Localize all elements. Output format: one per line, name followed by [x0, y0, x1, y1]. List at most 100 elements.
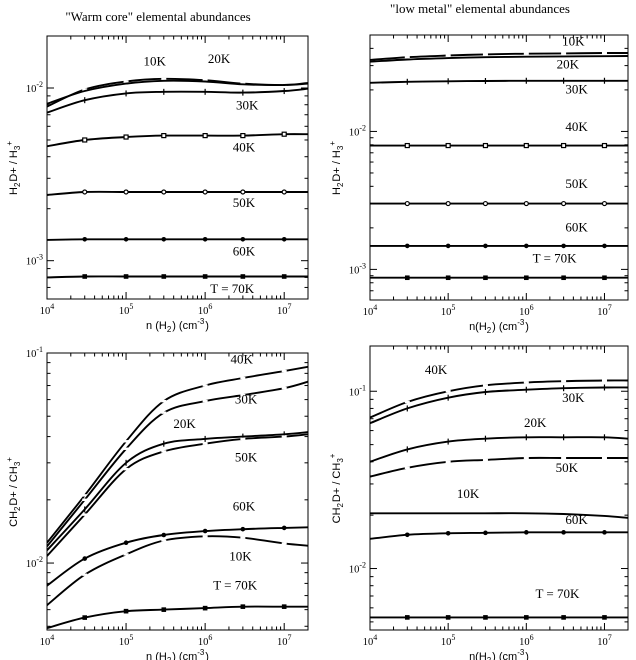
series-line-60k [370, 531, 628, 540]
curve-label: 60K [565, 512, 588, 527]
data-point [602, 530, 607, 535]
data-point [123, 274, 129, 279]
data-point [602, 615, 607, 620]
data-point [82, 189, 88, 195]
curve-label: 60K [233, 244, 256, 259]
data-point [445, 200, 451, 207]
curve-label: 50K [235, 449, 258, 464]
data-point [161, 189, 167, 195]
data-point [404, 532, 410, 538]
curve-label: 30K [235, 391, 258, 406]
curve-label: 10K [143, 53, 166, 68]
series-line-20k [47, 79, 308, 105]
curve-label: 30K [236, 98, 259, 113]
data-point [123, 134, 129, 140]
data-point [240, 604, 246, 609]
curve-label: T = 70K [533, 251, 578, 266]
curve-label: T = 70K [210, 281, 255, 296]
data-point [561, 615, 566, 620]
data-point [483, 615, 488, 620]
series-line-50k [370, 456, 628, 478]
curve-label: T = 70K [213, 577, 258, 592]
data-point [281, 525, 287, 531]
curve-label: 30K [565, 82, 588, 97]
curve-label: T = 70K [535, 586, 580, 601]
series-line-50k [47, 190, 308, 196]
data-point [240, 526, 246, 532]
data-point [240, 189, 246, 195]
x-axis-label: n(H2 ) (cm-3 ) [469, 318, 529, 335]
data-point [82, 556, 88, 561]
plot-frame [46, 35, 309, 300]
x-tick-label: 104 [40, 633, 55, 648]
x-tick-label: 105 [441, 633, 456, 648]
series-line-20k [47, 431, 308, 551]
x-tick-label: 104 [40, 302, 55, 317]
y-tick-label: 10-1 [26, 345, 43, 360]
data-point [281, 604, 287, 609]
data-point [123, 189, 129, 195]
data-point [123, 540, 129, 545]
x-tick-label: 105 [441, 303, 456, 318]
x-axis-label: n (H2 ) (cm-3 ) [146, 317, 209, 334]
data-point [202, 528, 208, 534]
data-point [601, 200, 608, 207]
curve-label: 20K [208, 51, 231, 66]
curve-label: 10K [457, 486, 480, 501]
x-tick-label: 106 [519, 633, 534, 648]
data-point [601, 142, 608, 149]
x-tick-label: 106 [198, 302, 213, 317]
plot-area [370, 51, 628, 281]
y-tick-label: 10-3 [26, 253, 43, 268]
x-tick-label: 105 [119, 633, 133, 648]
y-tick-label: 10-2 [26, 555, 43, 570]
curve-label: 60K [233, 498, 256, 513]
plot-frame [46, 352, 309, 631]
panel-bottom-left: 104 105 106 107 10-2 10-1 n (H2 ) (cm-3 ) CH2 D… [5, 345, 309, 660]
y-tick-label: 10-2 [26, 80, 43, 95]
data-point [240, 133, 246, 139]
y-tick-label: 10-1 [349, 383, 366, 398]
data-point [602, 243, 607, 249]
data-point [82, 274, 88, 279]
x-tick-label: 107 [597, 303, 612, 318]
data-point [202, 274, 208, 279]
data-point [82, 137, 88, 143]
series-line-40k [47, 365, 308, 544]
series-line-30k [47, 380, 308, 547]
data-point [561, 243, 566, 249]
curve-label: 50K [556, 460, 579, 475]
data-point [404, 615, 410, 620]
data-point [482, 200, 489, 207]
y-tick-label: 10-2 [349, 123, 366, 138]
data-point [281, 189, 287, 195]
data-point [602, 275, 607, 281]
data-point [281, 236, 287, 242]
series-line-10k [370, 512, 628, 519]
data-point [445, 142, 451, 149]
y-tick-label: 10-2 [349, 561, 366, 576]
y-axis-label: CH2 D+ / CH3+ [328, 453, 345, 524]
data-point [161, 274, 167, 279]
x-tick-label: 107 [597, 633, 612, 648]
curve-label: 10K [229, 548, 252, 563]
data-point [561, 200, 567, 207]
data-point [123, 608, 129, 614]
data-point [404, 200, 410, 207]
x-tick-label: 104 [363, 633, 378, 648]
curve-label: 60K [565, 220, 588, 235]
plot-area [370, 379, 628, 620]
series-line-30k [370, 386, 628, 425]
curve-label: 40K [565, 119, 588, 134]
data-point [202, 236, 208, 242]
series-line-10k [370, 52, 628, 61]
x-axis-label: n(H2 ) (cm-3 ) [469, 648, 529, 660]
data-point [445, 275, 451, 281]
data-point [281, 274, 287, 279]
curve-label: 20K [557, 57, 580, 72]
data-point [524, 615, 529, 620]
x-tick-label: 104 [363, 303, 378, 318]
curve-label: 10K [562, 33, 585, 48]
curve-label: 20K [173, 416, 196, 431]
